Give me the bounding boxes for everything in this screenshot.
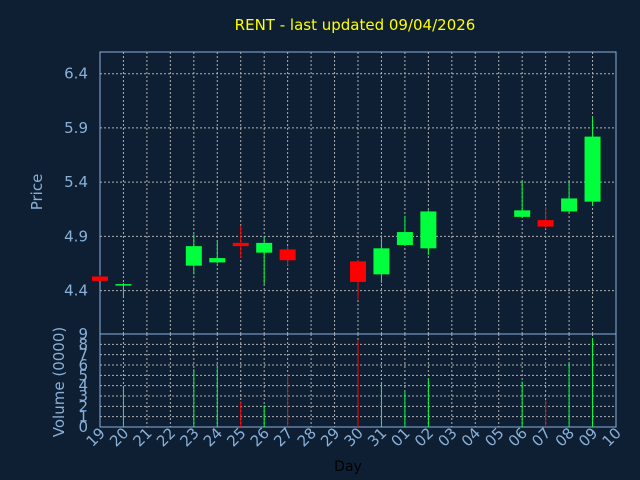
price-tick-label: 4.4 (64, 282, 88, 300)
volume-tick-label: 9 (78, 325, 88, 343)
x-tick-label: 10 (599, 424, 625, 450)
x-axis: 1920212223242526272829303101020304050607… (83, 424, 625, 450)
x-tick-label: 01 (388, 424, 414, 450)
candle-body (561, 198, 578, 212)
x-tick-label: 04 (458, 424, 484, 450)
x-tick-label: 07 (528, 424, 554, 450)
x-tick-label: 20 (106, 424, 132, 450)
candle (279, 246, 296, 266)
candle (350, 260, 366, 300)
candle-body (420, 211, 437, 249)
chart-title: RENT - last updated 09/04/2026 (235, 16, 476, 34)
candle (185, 234, 202, 275)
volume-tick-label: 6 (78, 356, 88, 374)
price-axis-label: Price (28, 174, 46, 211)
candle (514, 181, 531, 218)
x-tick-label: 24 (200, 424, 226, 450)
candle (92, 275, 108, 281)
candle (561, 181, 578, 213)
x-tick-label: 29 (317, 424, 343, 450)
price-tick-label: 4.9 (64, 227, 88, 245)
price-panel: 6.4 5.9 5.4 4.9 4.4 (64, 51, 617, 335)
candle (396, 215, 413, 246)
candle (115, 283, 132, 298)
x-axis-label: Day (334, 459, 362, 475)
volume-tick-label: 3 (78, 387, 88, 405)
volume-tick-label: 7 (78, 346, 88, 364)
x-tick-label: 08 (552, 424, 578, 450)
volume-tick-label: 5 (78, 366, 88, 384)
volume-tick-label: 4 (78, 377, 88, 395)
candle (584, 117, 601, 207)
volume-tick-label: 1 (78, 408, 88, 426)
candle (256, 237, 273, 285)
price-tick-label: 5.4 (64, 173, 88, 191)
x-tick-label: 28 (294, 424, 320, 450)
price-tick-label: 5.9 (64, 119, 88, 137)
x-tick-label: 30 (341, 424, 367, 450)
candle-body (514, 210, 531, 217)
candle (373, 235, 390, 284)
x-tick-label: 21 (130, 424, 156, 450)
candle-body (279, 249, 296, 261)
candle (232, 225, 249, 259)
volume-tick-label: 2 (78, 397, 88, 415)
x-tick-label: 26 (247, 424, 273, 450)
candle-body (185, 246, 202, 266)
x-tick-label: 03 (434, 424, 460, 450)
candle-body (115, 284, 132, 286)
volume-tick-label: 0 (78, 418, 88, 436)
candle-body (396, 232, 413, 246)
x-tick-label: 31 (364, 424, 390, 450)
x-tick-label: 02 (411, 424, 437, 450)
candle (420, 210, 437, 255)
volume-axis-label: Volume (0000) (50, 327, 68, 437)
candle (209, 240, 226, 264)
volume-tick-label: 8 (78, 335, 88, 353)
x-tick-label: 09 (575, 424, 601, 450)
x-tick-label: 22 (153, 424, 179, 450)
candle-body (373, 248, 390, 275)
candle-body (256, 242, 273, 253)
x-tick-label: 25 (223, 424, 249, 450)
candle-body (584, 136, 601, 202)
candle (537, 207, 554, 229)
candle-body (537, 220, 554, 227)
x-tick-label: 27 (270, 424, 296, 450)
x-tick-label: 23 (176, 424, 202, 450)
candle-body (350, 261, 366, 282)
x-tick-label: 05 (481, 424, 507, 450)
candle-body (92, 276, 108, 281)
price-tick-label: 6.4 (64, 65, 88, 83)
candle-body (232, 242, 249, 247)
candle-body (209, 258, 226, 263)
x-tick-label: 06 (505, 424, 531, 450)
